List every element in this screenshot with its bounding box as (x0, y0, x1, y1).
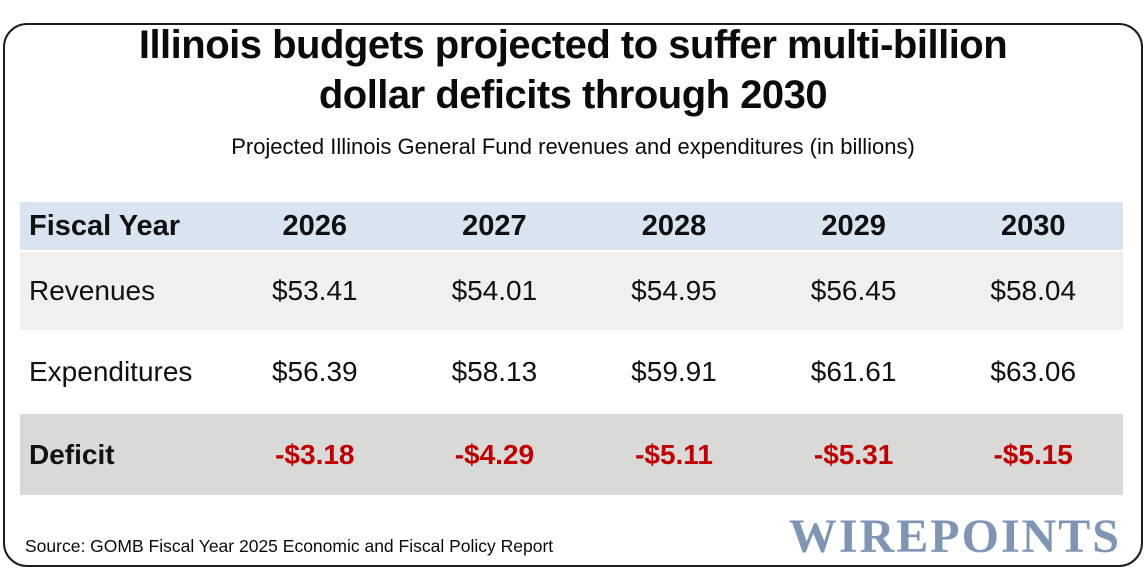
revenues-2030: $58.04 (990, 275, 1077, 306)
row-label-revenues: Revenues (29, 275, 156, 306)
deficit-2027: -$4.29 (454, 438, 535, 470)
table-row-deficit: Deficit -$3.18 -$4.29 -$5.11 -$5.31 -$5.… (20, 414, 1123, 495)
expenditures-2027: $58.13 (451, 356, 538, 387)
expenditures-2030: $63.06 (990, 356, 1077, 387)
table-header-row: Fiscal Year 2026 2027 2028 2029 2030 (20, 202, 1123, 250)
column-header-2026: 2026 (282, 209, 348, 242)
wirepoints-logo: WIREPOINTS (788, 510, 1121, 563)
revenues-2028: $54.95 (631, 275, 717, 306)
page-title-line1: Illinois budgets projected to suffer mul… (138, 23, 1008, 67)
page-title: Illinois budgets projected to suffer mul… (0, 20, 1146, 120)
budget-table: Fiscal Year 2026 2027 2028 2029 2030 Rev… (20, 202, 1123, 497)
deficit-2028: -$5.11 (635, 438, 713, 470)
deficit-2030: -$5.15 (993, 438, 1073, 470)
column-header-fiscal-year: Fiscal Year (29, 209, 181, 242)
table-row-revenues: Revenues $53.41 $54.01 $54.95 $56.45 $58… (20, 252, 1123, 330)
expenditures-2028: $59.91 (631, 356, 717, 387)
row-label-expenditures: Expenditures (29, 356, 193, 387)
column-header-2030: 2030 (1000, 209, 1066, 242)
column-header-2027: 2027 (462, 209, 527, 242)
revenues-2027: $54.01 (451, 275, 538, 306)
row-label-deficit: Deficit (29, 438, 115, 470)
page-subtitle: Projected Illinois General Fund revenues… (231, 134, 915, 159)
deficit-2029: -$5.31 (813, 438, 894, 470)
revenues-2026: $53.41 (271, 275, 358, 306)
page-title-line2: dollar deficits through 2030 (318, 73, 828, 117)
deficit-2026: -$3.18 (275, 438, 355, 470)
column-header-2029: 2029 (821, 209, 886, 242)
source-citation: Source: GOMB Fiscal Year 2025 Economic a… (25, 536, 554, 556)
expenditures-2029: $61.61 (810, 356, 897, 387)
column-header-2028: 2028 (641, 209, 707, 242)
table-row-expenditures: Expenditures $56.39 $58.13 $59.91 $61.61… (20, 332, 1123, 412)
revenues-2029: $56.45 (810, 275, 897, 306)
expenditures-2026: $56.39 (271, 356, 358, 387)
